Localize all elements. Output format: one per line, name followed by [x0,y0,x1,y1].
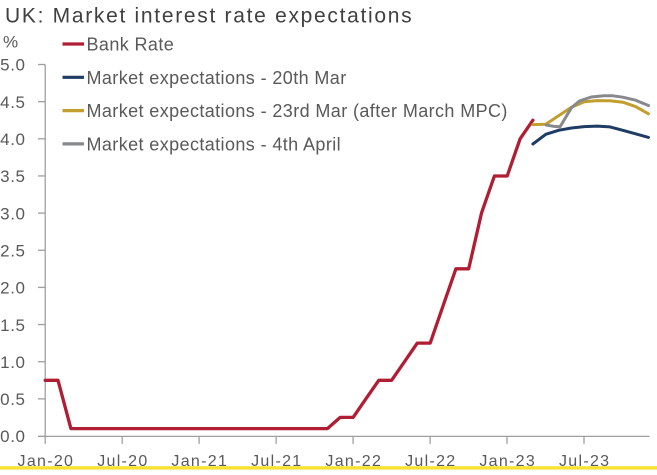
svg-text:Jul-21: Jul-21 [251,453,302,470]
svg-text:1.5: 1.5 [0,316,25,335]
svg-text:%: % [3,33,18,52]
svg-text:1.0: 1.0 [0,353,25,372]
svg-text:3.0: 3.0 [0,204,25,223]
svg-text:Market expectations - 4th Apri: Market expectations - 4th April [87,134,342,154]
svg-text:Jul-22: Jul-22 [405,453,456,470]
svg-text:Market expectations - 20th Mar: Market expectations - 20th Mar [87,68,347,88]
svg-text:Bank Rate: Bank Rate [87,35,175,55]
svg-text:Jul-23: Jul-23 [559,453,610,470]
svg-text:Jan-23: Jan-23 [479,453,536,470]
svg-text:Jan-21: Jan-21 [171,453,228,470]
svg-text:Jul-20: Jul-20 [97,453,148,470]
svg-text:Jan-22: Jan-22 [325,453,382,470]
svg-text:Market expectations - 23rd Mar: Market expectations - 23rd Mar (after Ma… [87,101,508,121]
svg-text:3.5: 3.5 [0,167,25,186]
svg-text:5.0: 5.0 [0,56,25,75]
svg-text:0.0: 0.0 [0,427,25,446]
svg-text:Jan-20: Jan-20 [18,453,75,470]
svg-text:4.5: 4.5 [0,93,25,112]
svg-text:UK: Market interest rate expec: UK: Market interest rate expectations [5,4,413,27]
svg-text:2.0: 2.0 [0,279,25,298]
svg-text:2.5: 2.5 [0,241,25,260]
svg-text:0.5: 0.5 [0,390,25,409]
svg-text:4.0: 4.0 [0,130,25,149]
